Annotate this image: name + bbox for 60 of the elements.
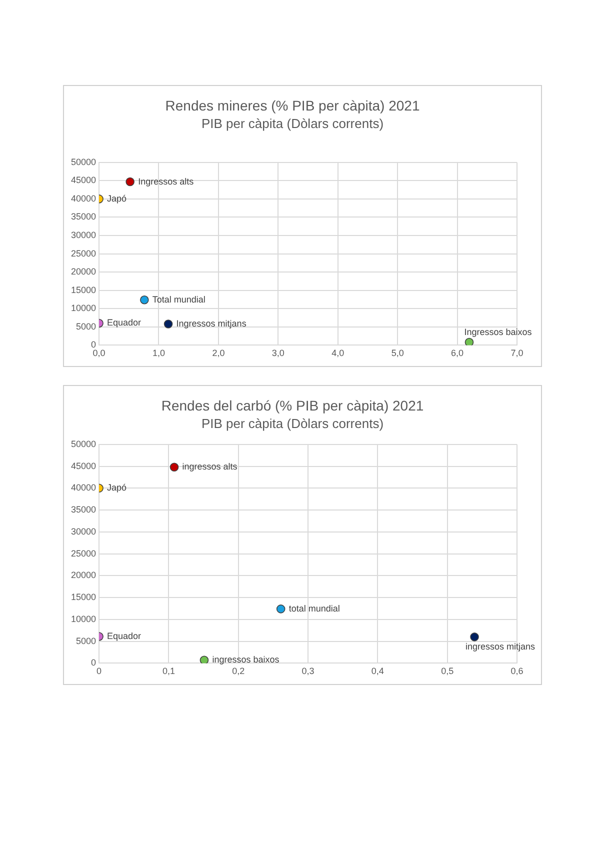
y-tick-label: 35000 <box>70 504 96 515</box>
y-tick-label: 40000 <box>70 482 96 493</box>
point <box>126 177 134 186</box>
x-tick-label: 6,0 <box>451 348 464 358</box>
y-tick-label: 10000 <box>70 303 96 314</box>
y-tick-label: 35000 <box>70 212 96 222</box>
y-tick-label: 5000 <box>76 636 96 646</box>
x-tick-label: 7,0 <box>510 348 524 358</box>
y-tick-label: 45000 <box>70 460 96 471</box>
x-tick-label: 3,0 <box>272 348 284 358</box>
chart-subtitle: PIB per càpita (Dòlars corrents) <box>201 116 384 132</box>
y-tick-label: 25000 <box>70 248 96 258</box>
x-tick-label: 0,1 <box>162 666 175 676</box>
point <box>470 632 479 642</box>
y-tick-label: 30000 <box>70 230 96 240</box>
y-tick-label: 40000 <box>70 193 96 204</box>
y-tick-label: 45000 <box>70 175 96 186</box>
y-tick-label: 15000 <box>70 284 96 295</box>
y-tick-label: 30000 <box>70 526 96 536</box>
point <box>170 462 179 472</box>
x-tick-label: 0,0 <box>92 348 106 358</box>
y-tick-label: 25000 <box>70 548 96 558</box>
x-tick-label: 2,0 <box>212 348 225 358</box>
series-label: Japó <box>107 193 127 204</box>
y-tick-label: 15000 <box>70 592 96 602</box>
series-label: Ingressos baixos <box>464 326 532 337</box>
x-tick-label: 1,0 <box>152 348 165 358</box>
series-label: Total mundial <box>152 294 206 304</box>
y-tick-label: 50000 <box>70 438 96 449</box>
point <box>276 604 286 614</box>
point <box>140 295 149 304</box>
series-label: Ingressos alts <box>138 176 194 186</box>
series-label: ingressos alts <box>182 462 238 472</box>
series-label: total mundial <box>288 603 340 614</box>
x-tick-label: 4,0 <box>332 348 344 358</box>
y-tick-label: 0 <box>91 658 96 668</box>
point <box>200 656 209 664</box>
x-tick-label: 0,2 <box>232 666 245 676</box>
series-label: Ingressos mitjans <box>176 318 247 328</box>
y-tick-label: 20000 <box>70 570 96 580</box>
y-tick-label: 0 <box>91 340 96 350</box>
y-tick-label: 20000 <box>70 266 96 277</box>
series-label: ingressos baixos <box>212 654 280 665</box>
x-tick-label: 0,4 <box>371 666 384 676</box>
x-tick-label: 0,6 <box>510 666 524 676</box>
series-label: ingressos mitjans <box>465 641 536 652</box>
point <box>464 338 474 346</box>
x-tick-label: 0,5 <box>441 666 454 676</box>
point <box>164 320 173 328</box>
y-tick-label: 10000 <box>70 614 96 624</box>
series-label: Equador <box>107 630 142 641</box>
series-label: Equador <box>107 318 142 328</box>
y-tick-label: 50000 <box>70 156 96 167</box>
chart-title: Rendes del carbó (% PIB per càpita) 2021 <box>161 397 424 414</box>
x-tick-label: 0,3 <box>302 666 314 676</box>
x-tick-label: 5,0 <box>391 348 404 358</box>
series-label: Japó <box>107 482 127 493</box>
chart-title: Rendes mineres (% PIB per càpita) 2021 <box>165 97 420 114</box>
chart-subtitle: PIB per càpita (Dòlars corrents) <box>201 416 384 432</box>
y-tick-label: 5000 <box>76 321 96 332</box>
